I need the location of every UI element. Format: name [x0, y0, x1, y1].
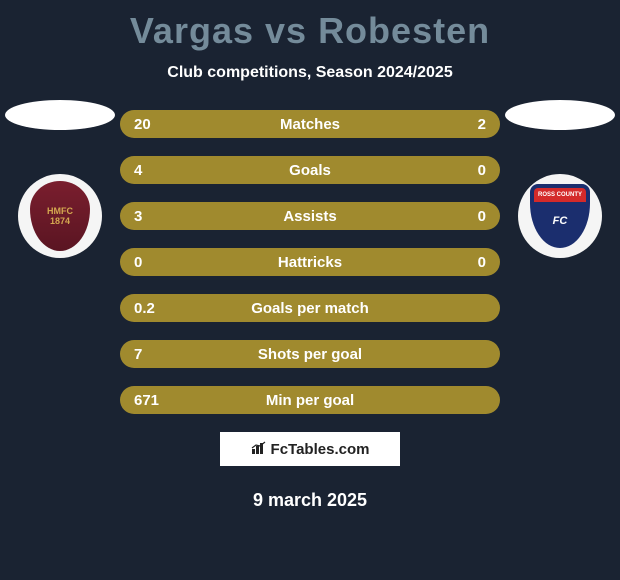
- stats-table: 20 Matches 2 4 Goals 0 3 Assists 0 0 Hat…: [120, 110, 500, 414]
- player2-name: Robesten: [318, 10, 490, 51]
- stat-left-value: 671: [120, 392, 180, 409]
- stat-row: 0 Hattricks 0: [120, 248, 500, 276]
- date-text: 9 march 2025: [0, 490, 620, 511]
- stat-label: Min per goal: [180, 392, 440, 409]
- stat-label: Goals per match: [180, 300, 440, 317]
- stat-row: 0.2 Goals per match: [120, 294, 500, 322]
- club-badge-left: HMFC 1874: [18, 174, 102, 258]
- stat-right-value: 0: [440, 162, 500, 179]
- player2-silhouette: [505, 100, 615, 130]
- chart-icon: [251, 441, 267, 458]
- stat-right-value: 2: [440, 116, 500, 133]
- stat-label: Assists: [180, 208, 440, 225]
- stat-left-value: 3: [120, 208, 180, 225]
- player1-name: Vargas: [130, 10, 254, 51]
- subtitle: Club competitions, Season 2024/2025: [0, 64, 620, 82]
- stat-left-value: 7: [120, 346, 180, 363]
- club-badge-right: ROSS COUNTY FC: [518, 174, 602, 258]
- stat-left-value: 0.2: [120, 300, 180, 317]
- player1-silhouette: [5, 100, 115, 130]
- vs-text: vs: [265, 10, 307, 51]
- stat-label: Hattricks: [180, 254, 440, 271]
- badge-top-text: ROSS COUNTY: [534, 188, 586, 202]
- brand-text: FcTables.com: [271, 441, 370, 458]
- stat-row: 7 Shots per goal: [120, 340, 500, 368]
- right-player-column: ROSS COUNTY FC: [500, 100, 620, 258]
- stat-label: Goals: [180, 162, 440, 179]
- ross-shield-icon: ROSS COUNTY FC: [530, 184, 590, 248]
- content-area: HMFC 1874 ROSS COUNTY FC 20 Matches 2 4 …: [0, 110, 620, 511]
- stat-label: Matches: [180, 116, 440, 133]
- badge-fc-text: FC: [553, 215, 568, 227]
- stat-right-value: 0: [440, 254, 500, 271]
- stat-left-value: 4: [120, 162, 180, 179]
- stat-row: 671 Min per goal: [120, 386, 500, 414]
- badge-text: HMFC: [47, 206, 73, 216]
- stat-left-value: 0: [120, 254, 180, 271]
- brand-badge: FcTables.com: [220, 432, 400, 466]
- comparison-title: Vargas vs Robesten: [0, 0, 620, 52]
- stat-label: Shots per goal: [180, 346, 440, 363]
- hearts-shield-icon: HMFC 1874: [30, 181, 90, 251]
- stat-row: 4 Goals 0: [120, 156, 500, 184]
- stat-right-value: 0: [440, 208, 500, 225]
- stat-row: 3 Assists 0: [120, 202, 500, 230]
- stat-left-value: 20: [120, 116, 180, 133]
- stat-row: 20 Matches 2: [120, 110, 500, 138]
- badge-year: 1874: [50, 216, 70, 226]
- left-player-column: HMFC 1874: [0, 100, 120, 258]
